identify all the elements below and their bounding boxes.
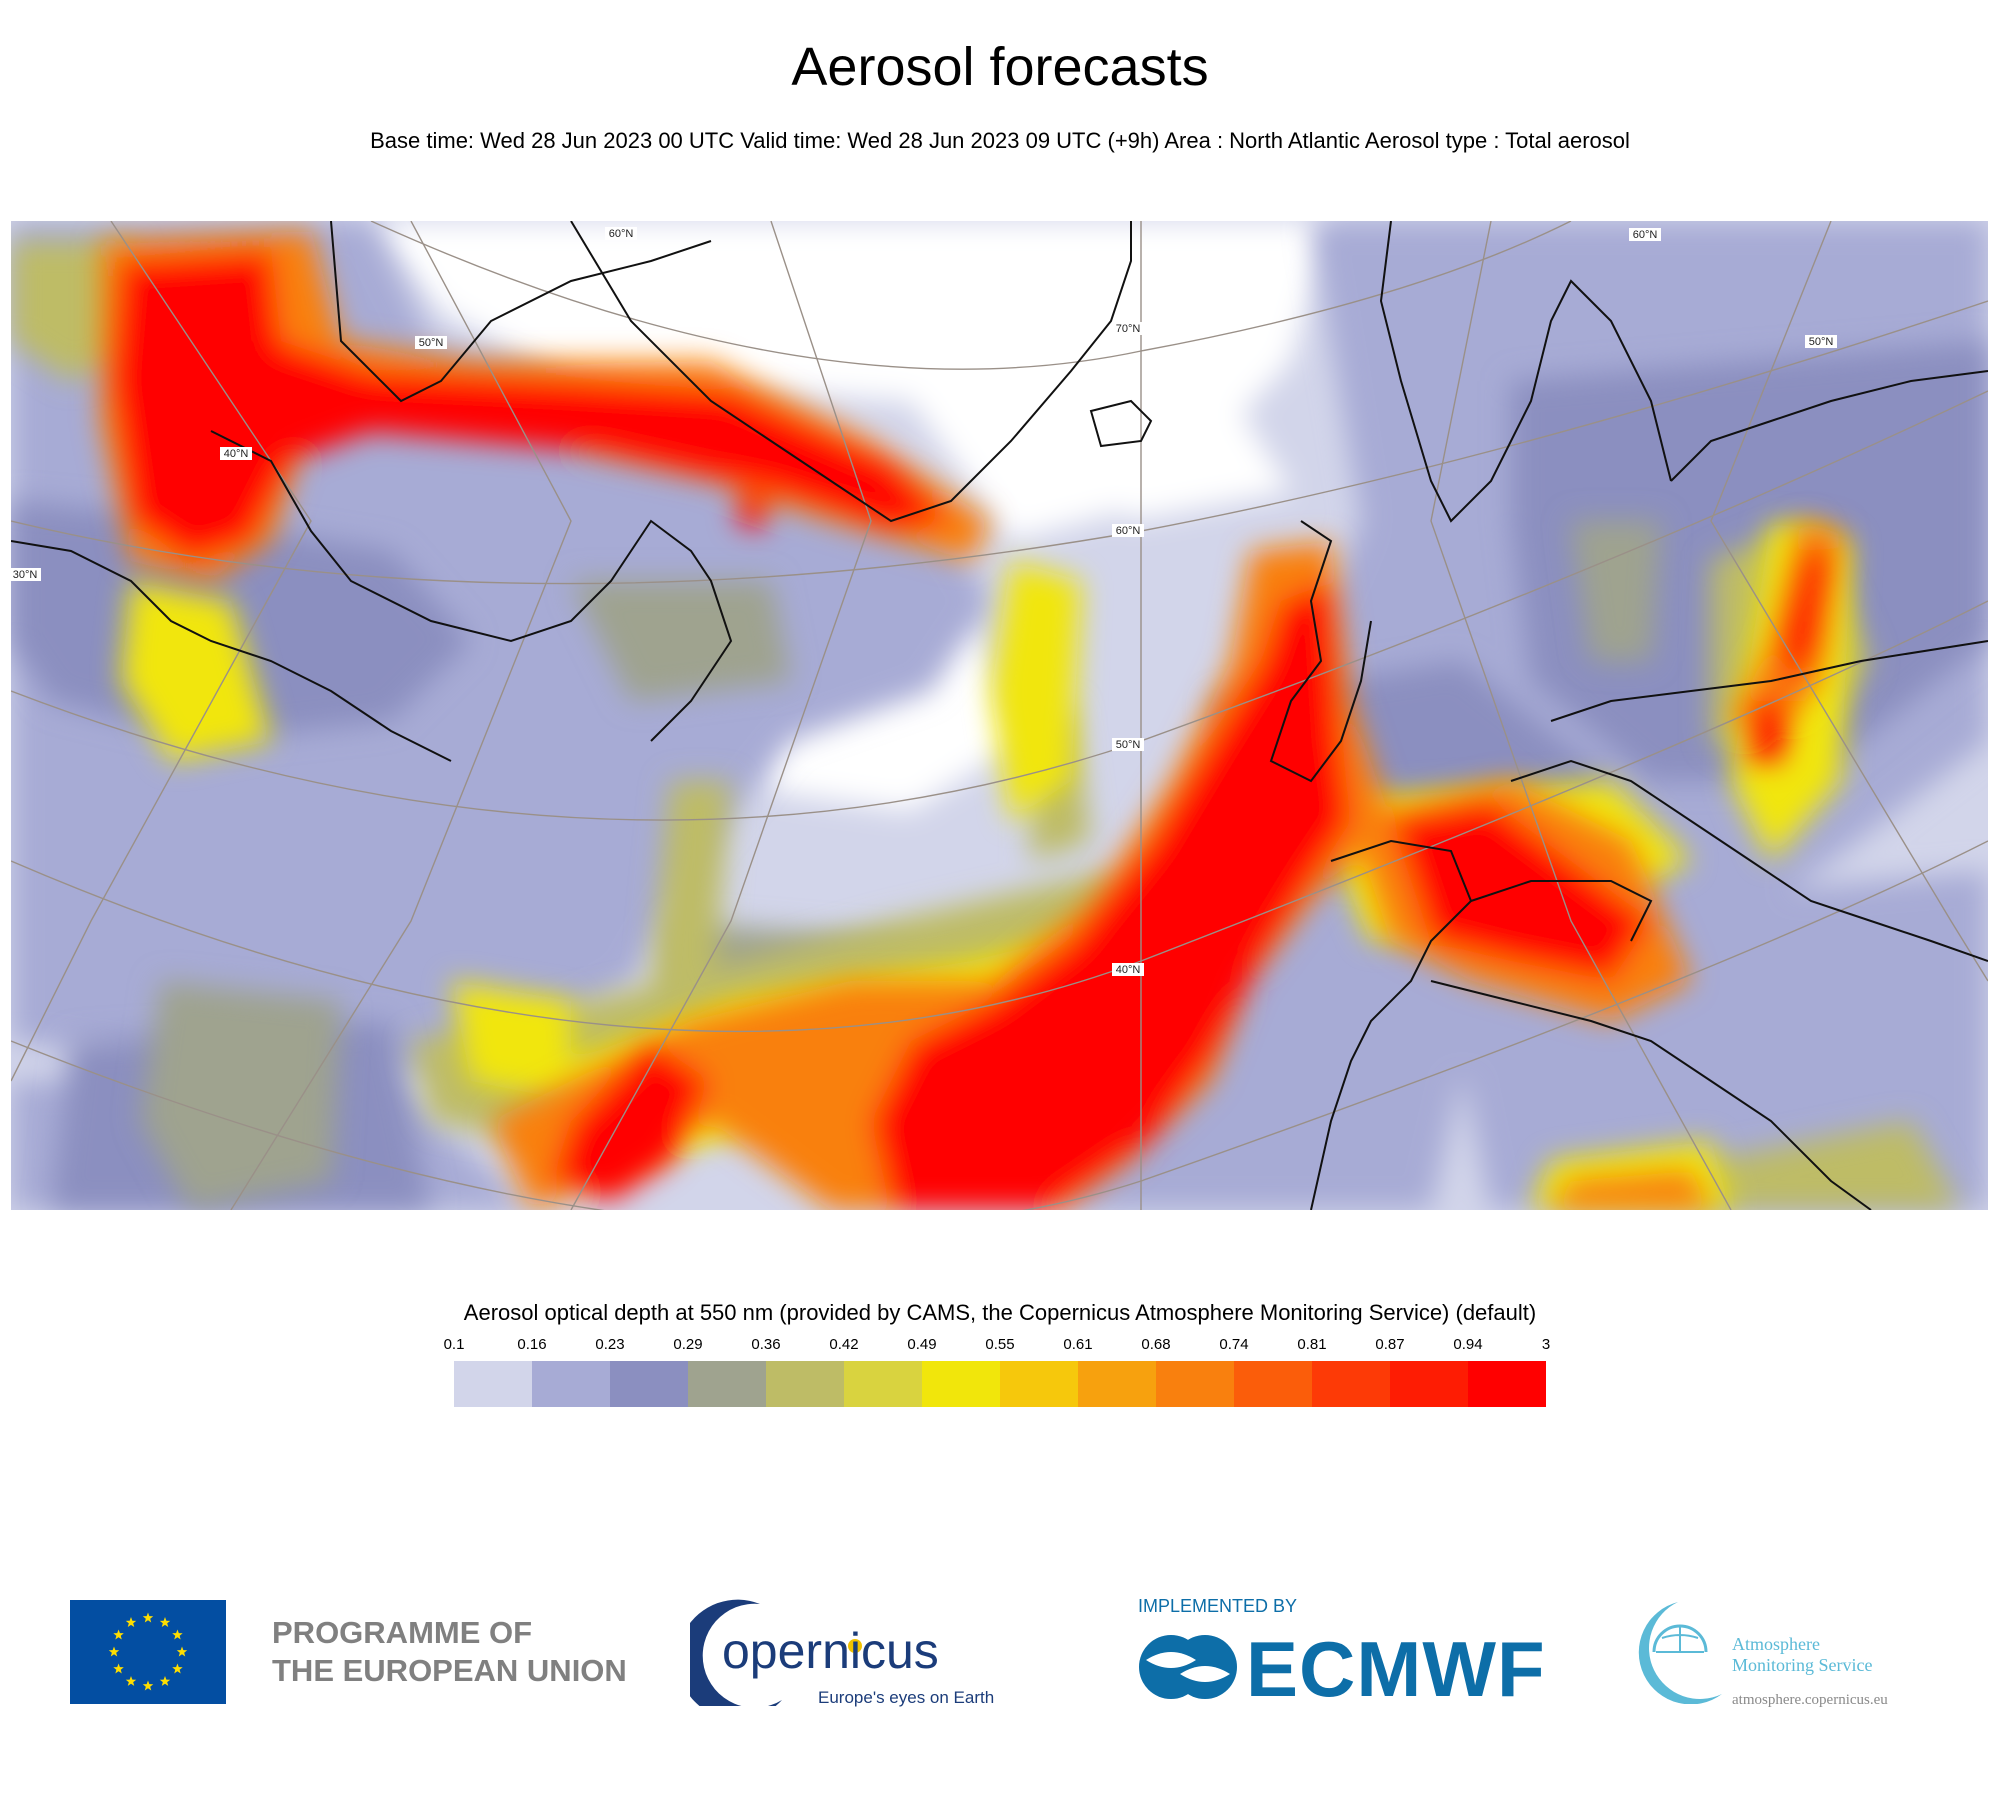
legend-swatch (766, 1361, 844, 1407)
eu-star-icon (108, 1646, 120, 1657)
lat-labels: 60°N 70°N 60°N 50°N 40°N 40°N 30°N 50°N … (11, 227, 1837, 976)
copernicus-wordmark: opernicus (722, 1623, 939, 1679)
color-scale-bar (454, 1361, 1546, 1407)
legend-swatch (1078, 1361, 1156, 1407)
eu-star-icon (113, 1663, 124, 1674)
lat-label: 60°N (1116, 525, 1141, 537)
eu-star-icon (113, 1629, 124, 1640)
eu-star-icon (125, 1617, 137, 1627)
legend-tick-label: 0.42 (829, 1336, 859, 1353)
legend-tick-label: 0.1 (443, 1336, 465, 1353)
lat-label: 60°N (1633, 229, 1658, 241)
eu-star-icon (172, 1629, 183, 1640)
eu-star-icon (172, 1663, 183, 1674)
eu-flag-icon (70, 1600, 226, 1704)
eu-star-icon (159, 1617, 171, 1627)
legend-swatch (1234, 1361, 1312, 1407)
aerosol-map: 60°N 70°N 60°N 50°N 40°N 40°N 30°N 50°N … (11, 221, 1988, 1210)
graticule (11, 221, 1988, 1210)
legend-tick-label: 0.74 (1219, 1336, 1249, 1353)
eu-star-icon (125, 1675, 137, 1686)
coastlines (11, 221, 1988, 1210)
ams-name-line: Monitoring Service (1732, 1655, 1873, 1675)
forecast-info: Base time: Wed 28 Jun 2023 00 UTC Valid … (370, 128, 1630, 153)
legend-swatch (454, 1361, 532, 1407)
eu-star-icon (142, 1680, 154, 1691)
high-aod-plumes (101, 231, 1841, 1210)
eu-text-line: THE EUROPEAN UNION (272, 1653, 627, 1688)
legend-swatch (1468, 1361, 1546, 1407)
legend-swatch (688, 1361, 766, 1407)
legend-tick-labels: 0.1 0.16 0.23 0.29 0.36 0.42 0.49 0.55 0.61 0.68 0… (444, 1336, 1551, 1356)
legend-swatch (1390, 1361, 1468, 1407)
implemented-by-label: IMPLEMENTED BY (1138, 1596, 1298, 1616)
legend-tick-label: 0.49 (907, 1336, 937, 1353)
lat-label: 40°N (224, 448, 249, 460)
lat-label: 40°N (1116, 964, 1141, 976)
copernicus-swoosh-icon (690, 1599, 862, 1706)
ams-name-line: Atmosphere (1732, 1634, 1820, 1654)
ecmwf-wordmark: ECMWF (1246, 1625, 1546, 1713)
lat-label: 30°N (13, 569, 38, 581)
legend-tick-label: 3 (1541, 1336, 1551, 1353)
ams-name: Atmosphere Monitoring Service (1732, 1634, 1872, 1676)
legend-title: Aerosol optical depth at 550 nm (provide… (463, 1300, 1537, 1325)
eu-star-icon (159, 1675, 171, 1686)
eu-text-line: PROGRAMME OF (272, 1615, 533, 1650)
legend-tick-label: 0.81 (1297, 1336, 1327, 1353)
legend-tick-label: 0.61 (1063, 1336, 1093, 1353)
legend-swatch (610, 1361, 688, 1407)
legend-swatch (922, 1361, 1000, 1407)
legend-swatch (1312, 1361, 1390, 1407)
legend-swatch (844, 1361, 922, 1407)
legend-tick-label: 0.68 (1141, 1336, 1171, 1353)
lat-label: 60°N (609, 228, 634, 240)
legend-tick-label: 0.55 (985, 1336, 1015, 1353)
legend-tick-label: 0.29 (673, 1336, 703, 1353)
ecmwf-symbol-icon (1139, 1635, 1237, 1699)
eu-star-icon (142, 1612, 154, 1623)
page-title: Aerosol forecasts (791, 37, 1209, 97)
lat-label: 50°N (1809, 336, 1834, 348)
lat-label: 50°N (1116, 739, 1141, 751)
legend-tick-label: 0.23 (595, 1336, 625, 1353)
legend-swatch (1156, 1361, 1234, 1407)
lat-label: 50°N (419, 337, 444, 349)
legend-swatch (532, 1361, 610, 1407)
ams-url: atmosphere.copernicus.eu (1732, 1692, 1888, 1708)
lat-label: 70°N (1116, 323, 1141, 335)
copernicus-tagline: Europe's eyes on Earth (818, 1688, 995, 1707)
eu-programme-text: PROGRAMME OF THE EUROPEAN UNION (272, 1614, 627, 1690)
legend-tick-label: 0.87 (1375, 1336, 1405, 1353)
eu-star-icon (176, 1646, 188, 1657)
legend-tick-label: 0.94 (1453, 1336, 1483, 1353)
legend-tick-label: 0.36 (751, 1336, 781, 1353)
legend-swatch (1000, 1361, 1078, 1407)
atmosphere-globe-icon (1638, 1602, 1722, 1704)
legend-tick-label: 0.16 (517, 1336, 547, 1353)
